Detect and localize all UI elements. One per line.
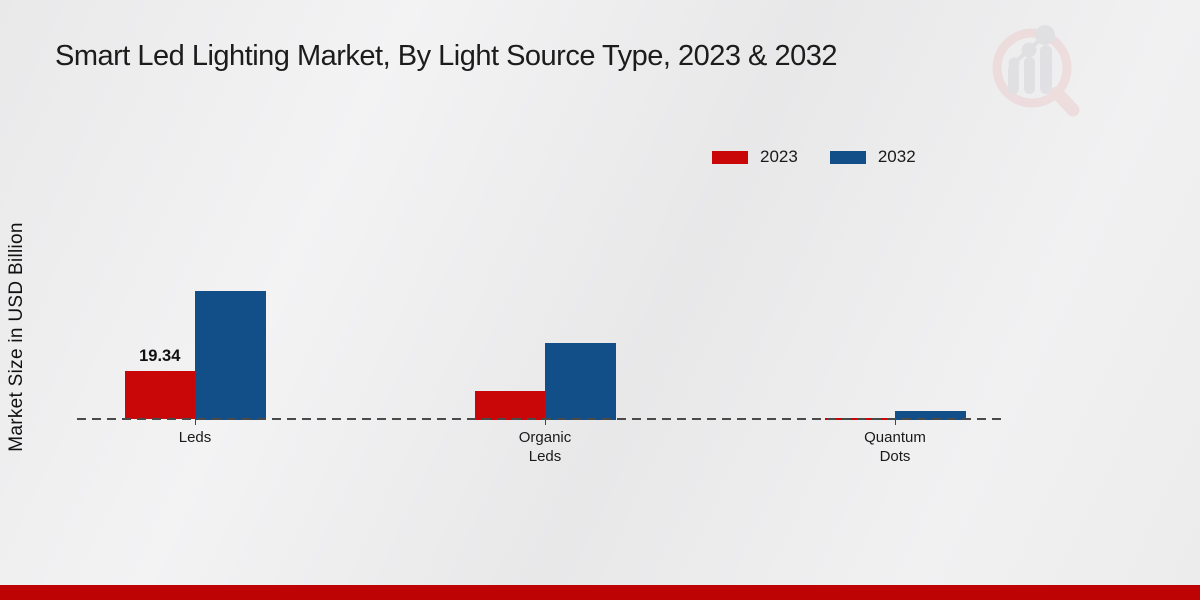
bar-2032-organic-leds (545, 343, 616, 420)
legend-item-2023: 2023 (712, 147, 798, 167)
bar-2023-organic-leds (474, 390, 545, 420)
x-axis-label-leds: Leds (178, 429, 212, 446)
x-axis-tick-leds (195, 420, 196, 425)
legend-swatch-2032 (829, 150, 866, 164)
bottom-accent-band (0, 585, 1200, 600)
x-axis-label-organic-leds: Organic Leds (518, 429, 572, 465)
legend-label-2023: 2023 (760, 147, 798, 166)
bar-2032-quantum-dots (895, 411, 966, 420)
bar-value-label-2023-leds: 19.34 (139, 347, 181, 366)
bar-2032-leds (195, 291, 266, 420)
chart-title: Smart Led Lighting Market, By Light Sour… (55, 40, 837, 72)
legend-label-2032: 2032 (877, 147, 916, 166)
bar-2023-leds (124, 371, 195, 420)
x-axis-tick-quantum-dots (895, 420, 896, 425)
legend-swatch-2023 (712, 150, 748, 164)
magnifier-bar-chart-logo-icon (992, 25, 1080, 117)
x-axis-baseline (77, 418, 1007, 420)
x-axis-tick-organic-leds (545, 420, 546, 425)
x-axis-label-quantum-dots: Quantum Dots (864, 429, 926, 465)
legend-item-2032: 2032 (829, 147, 916, 167)
legend: 2023 2032 (712, 147, 916, 167)
